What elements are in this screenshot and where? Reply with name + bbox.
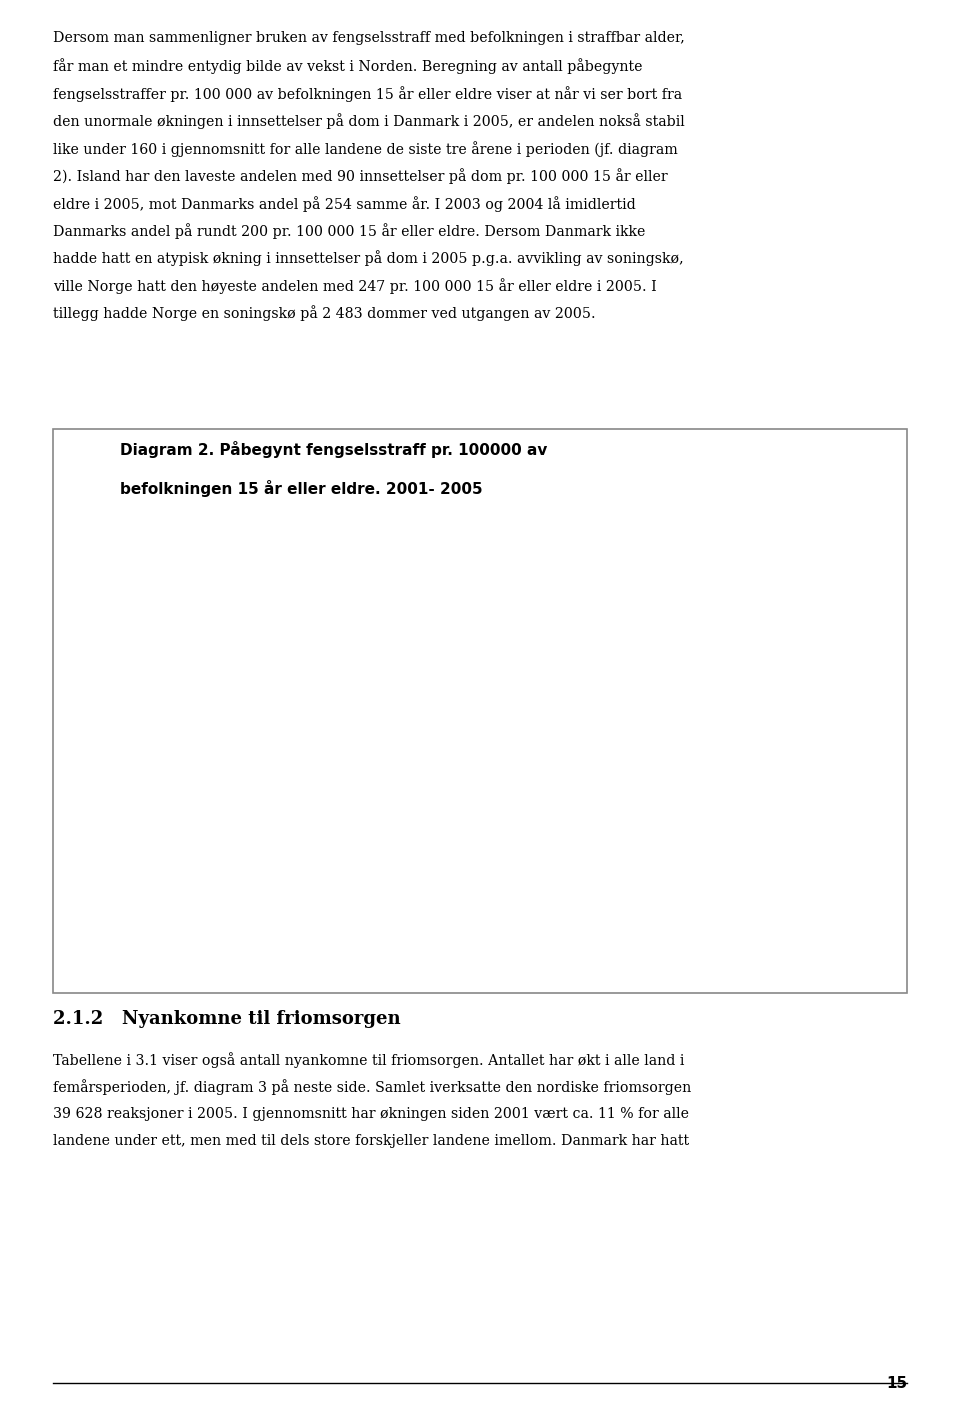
Text: tillegg hadde Norge en soningskø på 2 483 dommer ved utgangen av 2005.: tillegg hadde Norge en soningskø på 2 48…	[53, 306, 595, 321]
Text: landene under ett, men med til dels store forskjeller landene imellom. Danmark h: landene under ett, men med til dels stor…	[53, 1135, 689, 1148]
Text: Danmarks andel på rundt 200 pr. 100 000 15 år eller eldre. Dersom Danmark ikke: Danmarks andel på rundt 200 pr. 100 000 …	[53, 224, 645, 239]
Text: like under 160 i gjennomsnitt for alle landene de siste tre årene i perioden (jf: like under 160 i gjennomsnitt for alle l…	[53, 141, 678, 156]
Text: får man et mindre entydig bilde av vekst i Norden. Beregning av antall påbegynte: får man et mindre entydig bilde av vekst…	[53, 58, 642, 75]
Text: den unormale økningen i innsettelser på dom i Danmark i 2005, er andelen nokså s: den unormale økningen i innsettelser på …	[53, 114, 684, 130]
Text: hadde hatt en atypisk økning i innsettelser på dom i 2005 p.g.a. avvikling av so: hadde hatt en atypisk økning i innsettel…	[53, 251, 684, 266]
Text: Tabellene i 3.1 viser også antall nyankomne til friomsorgen. Antallet har økt i : Tabellene i 3.1 viser også antall nyanko…	[53, 1052, 684, 1067]
Text: ville Norge hatt den høyeste andelen med 247 pr. 100 000 15 år eller eldre i 200: ville Norge hatt den høyeste andelen med…	[53, 277, 657, 294]
Text: Finland: Finland	[471, 900, 521, 914]
Text: fengselsstraffer pr. 100 000 av befolkningen 15 år eller eldre viser at når vi s: fengselsstraffer pr. 100 000 av befolkni…	[53, 86, 682, 101]
Text: Gjennomsnitt: Gjennomsnitt	[719, 959, 813, 973]
Text: Dersom man sammenligner bruken av fengselsstraff med befolkningen i straffbar al: Dersom man sammenligner bruken av fengse…	[53, 31, 684, 45]
Text: 15: 15	[886, 1376, 907, 1391]
Text: befolkningen 15 år eller eldre. 2001- 2005: befolkningen 15 år eller eldre. 2001- 20…	[120, 480, 483, 497]
Text: Norge: Norge	[719, 900, 761, 914]
Text: 2). Island har den laveste andelen med 90 innsettelser på dom pr. 100 000 15 år : 2). Island har den laveste andelen med 9…	[53, 169, 667, 184]
Text: eldre i 2005, mot Danmarks andel på 254 samme år. I 2003 og 2004 lå imidlertid: eldre i 2005, mot Danmarks andel på 254 …	[53, 196, 636, 211]
Text: Sverige: Sverige	[189, 959, 242, 973]
Text: 39 628 reaksjoner i 2005. I gjennomsnitt har økningen siden 2001 vært ca. 11 % f: 39 628 reaksjoner i 2005. I gjennomsnitt…	[53, 1107, 688, 1121]
Text: 2.1.2   Nyankomne til friomsorgen: 2.1.2 Nyankomne til friomsorgen	[53, 1010, 400, 1028]
Text: Diagram 2. Påbegynt fengselsstraff pr. 100000 av: Diagram 2. Påbegynt fengselsstraff pr. 1…	[120, 441, 547, 458]
Text: femårsperioden, jf. diagram 3 på neste side. Samlet iverksatte den nordiske frio: femårsperioden, jf. diagram 3 på neste s…	[53, 1079, 691, 1095]
Text: Danmark: Danmark	[189, 900, 253, 914]
Text: Island: Island	[471, 959, 513, 973]
